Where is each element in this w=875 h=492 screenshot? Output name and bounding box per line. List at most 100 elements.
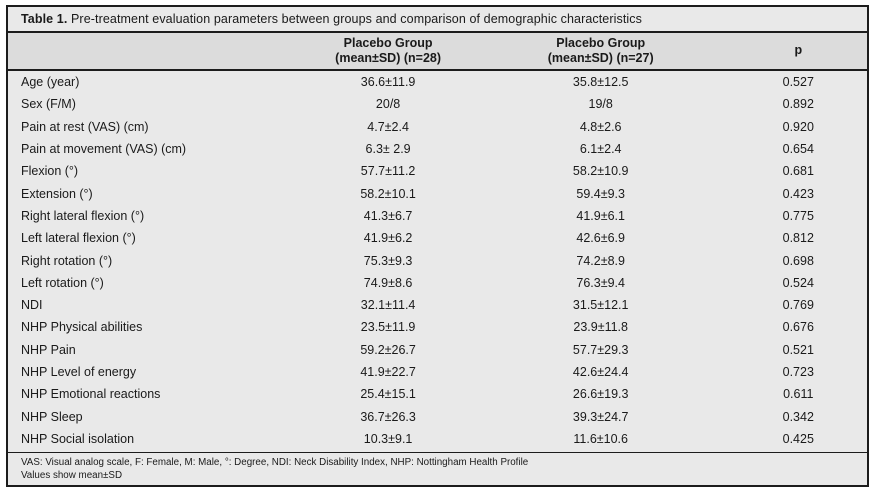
row-group1-value: 25.4±15.1 <box>360 387 416 402</box>
row-parameter-label: Left lateral flexion (°) <box>21 231 136 246</box>
table-row: Age (year) 36.6±11.9 35.8±12.5 0.527 <box>8 70 867 93</box>
row-p-value: 0.654 <box>782 142 814 157</box>
table-title-text: Pre-treatment evaluation parameters betw… <box>67 12 642 26</box>
table-row: Right lateral flexion (°) 41.3±6.7 41.9±… <box>8 205 867 227</box>
header-p-column: p <box>729 33 867 71</box>
table-row: NHP Sleep 36.7±26.3 39.3±24.7 0.342 <box>8 405 867 427</box>
footnote-values-note: Values show mean±SD <box>21 470 123 481</box>
data-table: Placebo Group (mean±SD) (n=28) Placebo G… <box>8 33 867 450</box>
row-p-value: 0.425 <box>782 431 814 446</box>
row-parameter-label: NHP Pain <box>21 342 76 357</box>
row-p-value: 0.342 <box>782 409 814 424</box>
row-p-value: 0.892 <box>782 97 814 112</box>
header-group2: Placebo Group (mean±SD) (n=27) <box>471 33 730 71</box>
header-parameter-column <box>8 33 305 71</box>
row-group2-value: 39.3±24.7 <box>572 409 629 424</box>
table-row: Sex (F/M) 20/8 19/8 0.892 <box>8 93 867 115</box>
header-group2-name: Placebo Group <box>556 36 646 50</box>
row-group1-value: 41.9±6.2 <box>363 231 413 246</box>
row-parameter-label: Age (year) <box>21 75 80 90</box>
table-number: Table 1. <box>21 12 68 26</box>
table-row: Right rotation (°) 75.3±9.3 74.2±8.9 0.6… <box>8 249 867 271</box>
row-p-value: 0.723 <box>782 365 814 379</box>
row-group2-value: 19/8 <box>588 97 613 112</box>
table-row: Left rotation (°) 74.9±8.6 76.3±9.4 0.52… <box>8 272 867 294</box>
header-p-label: p <box>794 43 803 58</box>
row-p-value: 0.681 <box>782 164 814 179</box>
row-group2-value: 26.6±19.3 <box>572 387 629 402</box>
table-row: NHP Level of energy 41.9±22.7 42.6±24.4 … <box>8 361 867 383</box>
row-p-value: 0.775 <box>782 208 814 223</box>
row-p-value: 0.920 <box>782 119 814 134</box>
row-group2-value: 57.7±29.3 <box>572 342 629 357</box>
row-p-value: 0.527 <box>782 75 814 90</box>
row-p-value: 0.524 <box>782 275 814 290</box>
row-p-value: 0.769 <box>782 298 814 313</box>
row-group2-value: 4.8±2.6 <box>579 119 622 134</box>
row-group2-value: 31.5±12.1 <box>572 298 629 313</box>
row-parameter-label: NHP Level of energy <box>21 365 137 379</box>
row-parameter-label: Right lateral flexion (°) <box>21 208 145 223</box>
row-group2-value: 74.2±8.9 <box>576 253 625 268</box>
row-group1-value: 32.1±11.4 <box>360 298 416 313</box>
row-group1-value: 36.7±26.3 <box>360 409 416 424</box>
table-row: Left lateral flexion (°) 41.9±6.2 42.6±6… <box>8 227 867 249</box>
row-group1-value: 10.3±9.1 <box>363 431 413 446</box>
table-row: NHP Social isolation 10.3±9.1 11.6±10.6 … <box>8 428 867 450</box>
table-row: NDI 32.1±11.4 31.5±12.1 0.769 <box>8 294 867 316</box>
row-parameter-label: Pain at rest (VAS) (cm) <box>21 119 149 134</box>
row-parameter-label: Sex (F/M) <box>21 97 76 112</box>
table-row: NHP Pain 59.2±26.7 57.7±29.3 0.521 <box>8 339 867 361</box>
row-group2-value: 59.4±9.3 <box>576 186 625 201</box>
row-group2-value: 23.9±11.8 <box>573 320 628 335</box>
row-group1-value: 41.9±22.7 <box>360 365 416 379</box>
table-row: Extension (°) 58.2±10.1 59.4±9.3 0.423 <box>8 182 867 204</box>
table-row: NHP Physical abilities 23.5±11.9 23.9±11… <box>8 316 867 338</box>
row-parameter-label: NHP Sleep <box>21 409 83 424</box>
row-group2-value: 58.2±10.9 <box>572 164 629 179</box>
row-parameter-label: NHP Emotional reactions <box>21 387 161 402</box>
row-group1-value: 58.2±10.1 <box>360 186 416 201</box>
table-row: NHP Emotional reactions 25.4±15.1 26.6±1… <box>8 383 867 405</box>
row-group2-value: 35.8±12.5 <box>572 75 629 90</box>
footnote-abbreviations: VAS: Visual analog scale, F: Female, M: … <box>21 457 529 468</box>
row-group2-value: 76.3±9.4 <box>576 275 625 290</box>
row-p-value: 0.812 <box>782 231 814 246</box>
row-group1-value: 23.5±11.9 <box>360 320 416 335</box>
table-row: Flexion (°) 57.7±11.2 58.2±10.9 0.681 <box>8 160 867 182</box>
row-parameter-label: NHP Social isolation <box>21 431 135 446</box>
row-group1-value: 57.7±11.2 <box>360 164 416 179</box>
row-group2-value: 11.6±10.6 <box>573 431 628 446</box>
row-group1-value: 75.3±9.3 <box>363 253 413 268</box>
row-group1-value: 20/8 <box>375 97 401 112</box>
row-group1-value: 4.7±2.4 <box>367 119 409 134</box>
row-group1-value: 59.2±26.7 <box>360 342 416 357</box>
table-row: Pain at movement (VAS) (cm) 6.3± 2.9 6.1… <box>8 138 867 160</box>
row-parameter-label: Right rotation (°) <box>21 253 113 268</box>
row-group2-value: 42.6±24.4 <box>572 365 629 379</box>
header-group1-name: Placebo Group <box>343 36 433 50</box>
table-row: Pain at rest (VAS) (cm) 4.7±2.4 4.8±2.6 … <box>8 116 867 138</box>
row-parameter-label: Pain at movement (VAS) (cm) <box>21 142 187 157</box>
header-group2-detail: (mean±SD) (n=27) <box>547 50 654 65</box>
header-group1: Placebo Group (mean±SD) (n=28) <box>304 33 472 71</box>
row-p-value: 0.423 <box>782 186 814 201</box>
row-parameter-label: Flexion (°) <box>21 164 79 179</box>
row-p-value: 0.676 <box>782 320 814 335</box>
row-group1-value: 36.6±11.9 <box>360 75 416 90</box>
table-frame: Table 1. Pre-treatment evaluation parame… <box>6 5 869 487</box>
row-p-value: 0.521 <box>782 342 814 357</box>
row-p-value: 0.611 <box>783 387 814 402</box>
row-group1-value: 6.3± 2.9 <box>365 142 411 157</box>
table-caption: Table 1. Pre-treatment evaluation parame… <box>8 7 867 33</box>
row-parameter-label: Extension (°) <box>21 186 93 201</box>
row-group2-value: 41.9±6.1 <box>576 208 625 223</box>
row-group1-value: 74.9±8.6 <box>363 275 413 290</box>
row-group1-value: 41.3±6.7 <box>363 208 413 223</box>
row-p-value: 0.698 <box>782 253 814 268</box>
table-footnotes: VAS: Visual analog scale, F: Female, M: … <box>8 452 867 485</box>
row-group2-value: 6.1±2.4 <box>579 142 622 157</box>
header-row: Placebo Group (mean±SD) (n=28) Placebo G… <box>8 33 867 71</box>
row-parameter-label: Left rotation (°) <box>21 275 104 290</box>
row-group2-value: 42.6±6.9 <box>576 231 625 246</box>
